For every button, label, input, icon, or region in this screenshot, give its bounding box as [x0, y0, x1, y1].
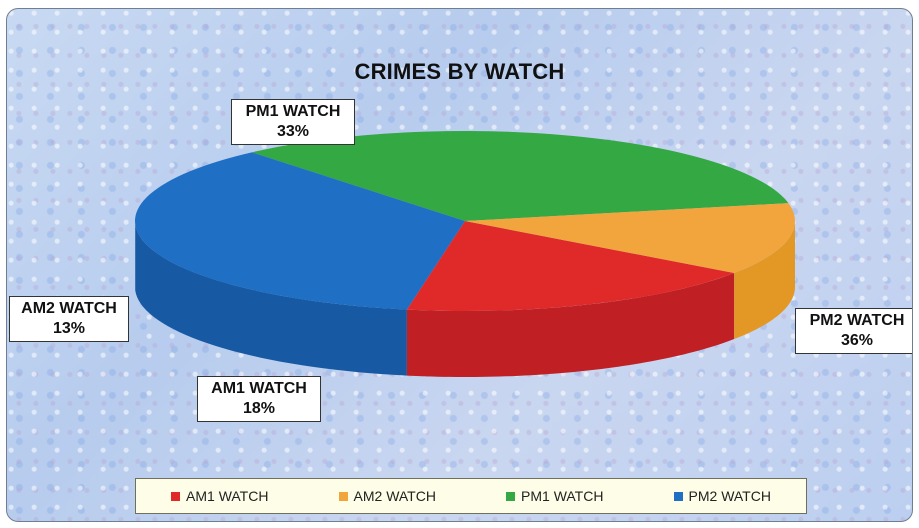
- pie-slice-pm2-watch: [134, 152, 465, 310]
- legend-label: PM1 WATCH: [521, 488, 604, 504]
- pie-side-am1-watch: [406, 273, 735, 377]
- data-label-value: 13%: [52, 320, 86, 337]
- data-label-name: AM2 WATCH: [21, 300, 117, 317]
- pie-sides: [135, 221, 795, 377]
- legend-label: PM2 WATCH: [688, 488, 771, 504]
- data-label-pm1: PM1 WATCH 33%: [231, 99, 355, 145]
- legend-item-am1: AM1 WATCH: [171, 488, 268, 504]
- pie-side-pm2-watch: [135, 224, 407, 376]
- pie-plot: [134, 130, 795, 377]
- pie-slice-pm1-watch: [251, 130, 789, 221]
- legend: AM1 WATCH AM2 WATCH PM1 WATCH PM2 WATCH: [135, 478, 807, 514]
- data-label-value: 18%: [242, 400, 276, 417]
- legend-swatch: [673, 491, 683, 501]
- pie-slice-am1-watch: [406, 221, 735, 312]
- data-label-name: PM1 WATCH: [245, 103, 341, 120]
- data-label-am2: AM2 WATCH 13%: [9, 296, 129, 342]
- chart-area: CRIMES BY WATCH PM1 WATCH 33% PM2 WATCH …: [6, 8, 913, 522]
- data-label-name: AM1 WATCH: [211, 380, 307, 397]
- legend-item-pm2: PM2 WATCH: [673, 488, 771, 504]
- legend-label: AM1 WATCH: [186, 488, 269, 504]
- data-label-pm2: PM2 WATCH 36%: [795, 308, 912, 354]
- chart-title: CRIMES BY WATCH: [354, 59, 565, 84]
- legend-swatch: [338, 491, 348, 501]
- data-label-value: 36%: [840, 332, 874, 349]
- data-label-am1: AM1 WATCH 18%: [197, 376, 321, 422]
- pie-top: [134, 130, 795, 312]
- pie-side-am2-watch: [734, 221, 795, 340]
- data-label-name: PM2 WATCH: [809, 312, 905, 329]
- data-label-value: 33%: [276, 123, 310, 140]
- legend-item-am2: AM2 WATCH: [338, 488, 436, 504]
- pie-slice-am2-watch: [465, 203, 795, 274]
- legend-item-pm1: PM1 WATCH: [506, 488, 603, 504]
- legend-label: AM2 WATCH: [353, 488, 436, 504]
- legend-swatch: [171, 491, 181, 501]
- legend-swatch: [506, 491, 516, 501]
